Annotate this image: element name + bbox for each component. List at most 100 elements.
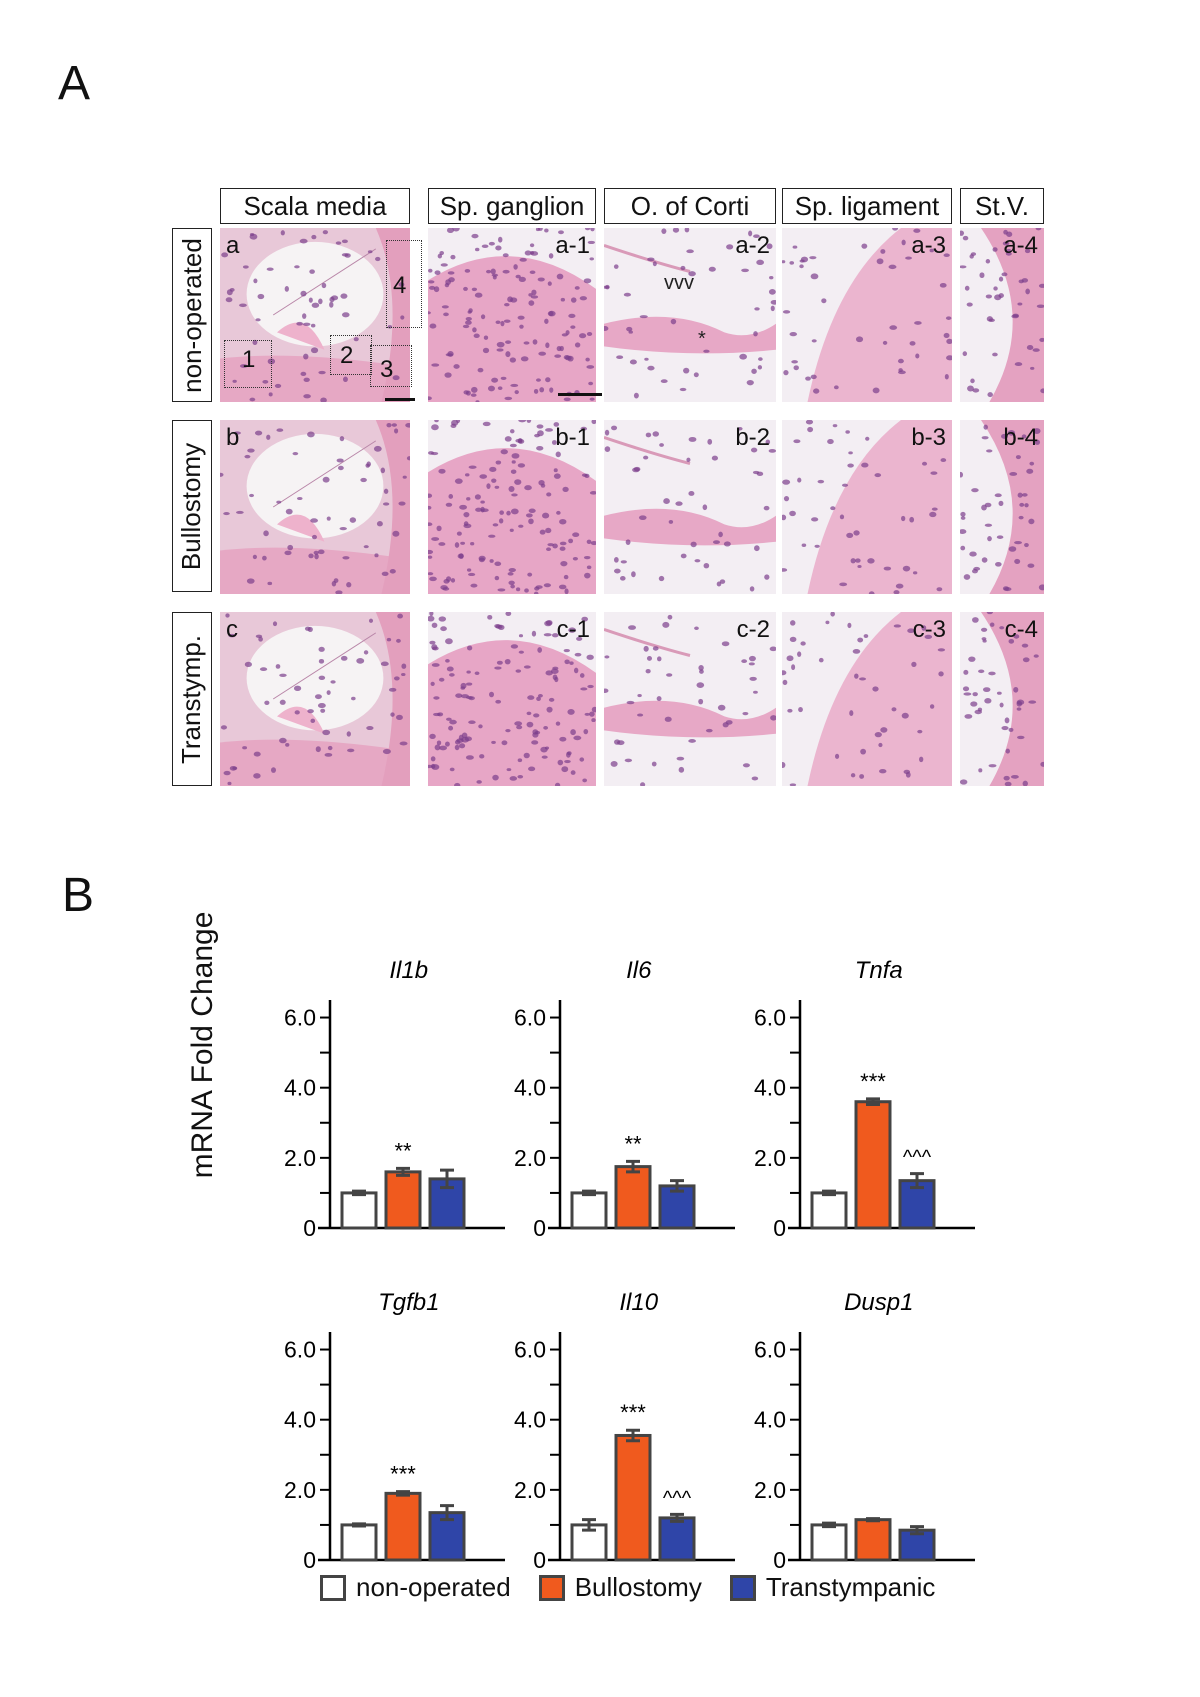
tissue-image bbox=[604, 228, 776, 402]
bar-transtympanic bbox=[658, 1516, 696, 1562]
bar-bullostomy bbox=[854, 1518, 892, 1562]
histology-tile-a-3: a-3 bbox=[782, 228, 952, 402]
histology-tile-a-2: a-2 bbox=[604, 228, 776, 402]
column-header-organ-of-corti: O. of Corti bbox=[604, 188, 776, 224]
bar-non-operated bbox=[810, 1523, 848, 1562]
y-tick-label: 4.0 bbox=[514, 1407, 546, 1433]
inset-box bbox=[386, 240, 422, 328]
bar-non-operated bbox=[340, 1191, 378, 1230]
significance-label: *** bbox=[390, 1462, 416, 1487]
y-tick-label: 6.0 bbox=[514, 1337, 546, 1363]
tile-label: a bbox=[226, 232, 240, 259]
histology-tile-b-4: b-4 bbox=[960, 420, 1044, 594]
tissue-image bbox=[428, 228, 596, 402]
y-tick-label: 4.0 bbox=[754, 1075, 786, 1101]
y-tick-label: 0 bbox=[773, 1215, 786, 1241]
y-tick-label: 2.0 bbox=[754, 1477, 786, 1503]
significance-label: ^^^ bbox=[903, 1147, 932, 1169]
y-tick-label: 6.0 bbox=[284, 1337, 316, 1363]
significance-label: ** bbox=[394, 1138, 412, 1163]
tile-label: b-2 bbox=[735, 424, 770, 451]
chart-title: Il10 bbox=[619, 1289, 658, 1316]
row-label-text: Transtymp. bbox=[176, 634, 207, 764]
row-label-text: Bullostomy bbox=[176, 442, 207, 570]
y-tick-label: 2.0 bbox=[284, 1477, 316, 1503]
tissue-image bbox=[220, 228, 410, 402]
tile-label: b-1 bbox=[555, 424, 590, 451]
error-bar bbox=[670, 1179, 684, 1193]
tile-label: b-4 bbox=[1003, 424, 1038, 451]
histology-tile-b-3: b-3 bbox=[782, 420, 952, 594]
scale-bar bbox=[558, 393, 602, 396]
histology-tile-a-4: a-4 bbox=[960, 228, 1044, 402]
tile-label: c-4 bbox=[1004, 616, 1038, 643]
y-tick-label: 2.0 bbox=[514, 1477, 546, 1503]
tissue-image bbox=[604, 612, 776, 786]
bar-chart-tgfb1: Tgfb1 0 2.0 4.0 6.0 *** bbox=[284, 1289, 505, 1573]
column-header-spiral-ligament: Sp. ligament bbox=[782, 188, 952, 224]
significance-label: *** bbox=[620, 1400, 646, 1425]
error-bar bbox=[440, 1504, 454, 1522]
tile-label: c-1 bbox=[556, 616, 590, 643]
tile-label: a-4 bbox=[1003, 232, 1038, 259]
column-header-scala-media: Scala media bbox=[220, 188, 410, 224]
error-bar bbox=[910, 1525, 924, 1536]
y-tick-label: 0 bbox=[303, 1215, 316, 1241]
tile-label: b bbox=[226, 424, 240, 451]
histology-tile-c-3: c-3 bbox=[782, 612, 952, 786]
y-tick-label: 6.0 bbox=[514, 1005, 546, 1031]
significance-label: *** bbox=[860, 1069, 886, 1094]
tissue-image bbox=[782, 420, 952, 594]
bar-chart-tnfa: Tnfa 0 2.0 4.0 6.0 *** ^^^ bbox=[754, 957, 975, 1241]
error-bar bbox=[822, 1189, 836, 1197]
y-tick-label: 2.0 bbox=[284, 1145, 316, 1171]
chart-title: Il6 bbox=[626, 957, 652, 984]
legend-label: Bullostomy bbox=[574, 1572, 702, 1602]
bar-bullostomy bbox=[384, 1170, 422, 1230]
bar-bullostomy bbox=[854, 1100, 892, 1230]
y-tick-label: 0 bbox=[533, 1547, 546, 1573]
legend-item-bullostomy: Bullostomy bbox=[538, 1572, 702, 1603]
bar-non-operated bbox=[570, 1191, 608, 1230]
inset-box bbox=[330, 335, 372, 375]
tile-label: c-2 bbox=[736, 616, 770, 643]
legend-label: Transtympanic bbox=[765, 1572, 936, 1602]
legend-item-transtympanic: Transtympanic bbox=[729, 1572, 936, 1603]
legend-swatch-non-operated bbox=[320, 1574, 346, 1601]
histology-tile-c-2: c-2 bbox=[604, 612, 776, 786]
y-tick-label: 0 bbox=[773, 1547, 786, 1573]
tissue-image bbox=[960, 228, 1044, 402]
bar-bullostomy bbox=[614, 1433, 652, 1562]
row-label-bullostomy: Bullostomy bbox=[172, 420, 212, 592]
tissue-image bbox=[428, 612, 596, 786]
tile-label: b-3 bbox=[911, 424, 946, 451]
row-label-text: non-operated bbox=[176, 237, 207, 393]
error-bar bbox=[396, 1490, 410, 1497]
y-tick-label: 6.0 bbox=[284, 1005, 316, 1031]
y-tick-label: 0 bbox=[533, 1215, 546, 1241]
inset-number: 3 bbox=[380, 356, 394, 383]
legend-label: non-operated bbox=[356, 1572, 511, 1602]
tile-label: a-3 bbox=[911, 232, 946, 259]
tissue-image bbox=[220, 612, 410, 786]
tile-label: a-2 bbox=[735, 232, 770, 259]
bar-non-operated bbox=[810, 1191, 848, 1230]
histology-tile-c-4: c-4 bbox=[960, 612, 1044, 786]
error-bar bbox=[626, 1428, 640, 1443]
significance-label: ** bbox=[624, 1131, 642, 1156]
bar-chart-dusp1: Dusp1 0 2.0 4.0 6.0 bbox=[754, 1289, 975, 1573]
y-tick-label: 6.0 bbox=[754, 1337, 786, 1363]
y-tick-label: 4.0 bbox=[284, 1075, 316, 1101]
inset-box bbox=[224, 340, 272, 388]
error-bar bbox=[910, 1172, 924, 1190]
error-bar bbox=[866, 1517, 880, 1523]
significance-label: ^^^ bbox=[663, 1487, 692, 1509]
tissue-image bbox=[960, 420, 1044, 594]
bar-bullostomy bbox=[614, 1165, 652, 1230]
arrowhead-marker: vvv bbox=[664, 272, 694, 294]
error-bar bbox=[626, 1159, 640, 1174]
y-tick-label: 2.0 bbox=[514, 1145, 546, 1171]
inset-box bbox=[370, 345, 412, 387]
error-bar bbox=[866, 1097, 880, 1107]
tissue-image bbox=[604, 420, 776, 594]
